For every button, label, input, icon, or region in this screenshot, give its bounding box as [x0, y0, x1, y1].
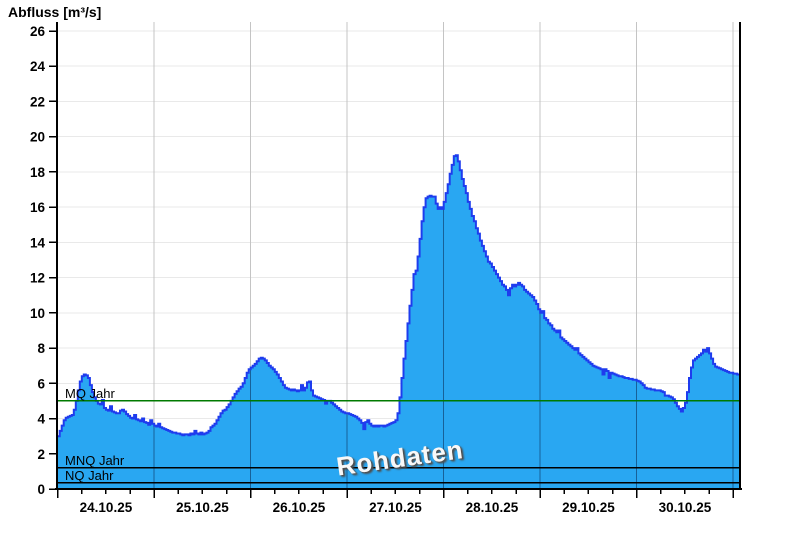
y-axis-tick-label: 22: [30, 94, 45, 109]
y-axis-tick-label: 24: [30, 59, 46, 74]
x-axis-tick-label: 24.10.25: [80, 500, 133, 515]
reference-line-label-2: NQ Jahr: [65, 468, 114, 483]
y-axis-tick-label: 0: [37, 482, 45, 497]
x-axis-ticks: 24.10.25 25.10.25 26.10.25 27.10.25 28.10.25…: [56, 490, 734, 515]
y-axis-title: Abfluss [m³/s]: [8, 4, 102, 20]
horizontal-gridlines: [57, 30, 740, 455]
axes: [55, 22, 742, 490]
y-axis-tick-label: 4: [37, 412, 45, 427]
discharge-area-fill: [57, 155, 740, 489]
x-axis-tick-label: 28.10.25: [466, 500, 519, 515]
x-axis-tick-label: 25.10.25: [176, 500, 229, 515]
reference-line-label-1: MNQ Jahr: [65, 453, 125, 468]
y-axis-tick-label: 8: [37, 341, 45, 356]
x-axis-tick-label: 30.10.25: [659, 500, 712, 515]
x-axis-tick-label: 27.10.25: [369, 500, 422, 515]
discharge-step-line: [57, 154, 740, 438]
y-axis-tick-label: 16: [30, 200, 46, 215]
y-axis-tick-label: 14: [30, 235, 46, 250]
y-axis-tick-label: 18: [30, 165, 46, 180]
y-axis-tick-label: 10: [30, 306, 45, 321]
y-axis-tick-label: 26: [30, 24, 46, 39]
y-axis-tick-label: 6: [37, 376, 45, 391]
x-axis-tick-label: 29.10.25: [562, 500, 615, 515]
reference-line-label-0: MQ Jahr: [65, 386, 116, 401]
y-axis-tick-label: 12: [30, 271, 45, 286]
y-axis-tick-label: 2: [37, 447, 45, 462]
x-axis-tick-label: 26.10.25: [273, 500, 326, 515]
y-axis-tick-label: 20: [30, 130, 45, 145]
